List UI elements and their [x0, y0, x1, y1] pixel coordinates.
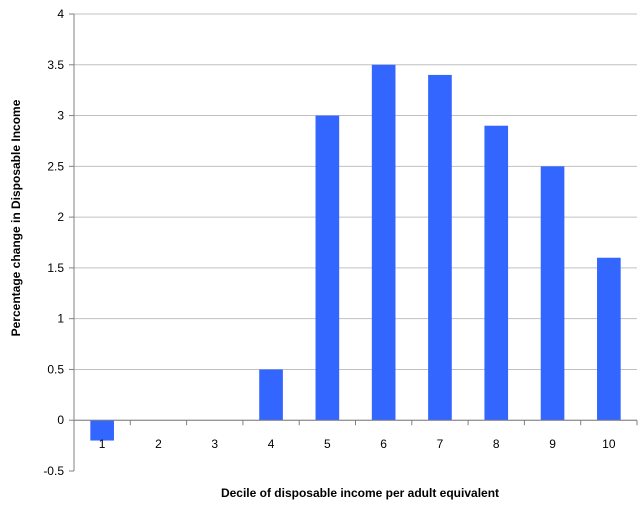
- bar-decile-1: [90, 420, 114, 441]
- bar-decile-8: [484, 125, 509, 421]
- y-tick-label: 4: [57, 7, 64, 21]
- x-tick-label: 10: [602, 437, 616, 451]
- y-tick-label: 2: [57, 210, 64, 224]
- y-tick-label: 3.5: [47, 58, 64, 72]
- bar-decile-4: [259, 369, 283, 421]
- x-tick-label: 8: [493, 437, 500, 451]
- y-tick-label: 2.5: [47, 159, 64, 173]
- y-tick-label: 0: [57, 413, 64, 427]
- y-tick-label: -0.5: [43, 464, 64, 478]
- x-tick-label: 7: [437, 437, 444, 451]
- x-tick-label: 2: [155, 437, 162, 451]
- bar-decile-6: [371, 64, 396, 421]
- x-tick-label: 6: [380, 437, 387, 451]
- tick-labels: -0.5 0 0.5 1 1.5 2 2.5 3 3.5 4 1 2 3 4 5 6 7 8 9 10: [43, 7, 616, 478]
- x-axis-title: Decile of disposable income per adult eq…: [221, 486, 499, 500]
- axes: [69, 13, 638, 472]
- bar-decile-9: [540, 166, 565, 421]
- bars: [90, 64, 621, 441]
- y-tick-label: 3: [57, 109, 64, 123]
- bar-decile-10: [597, 257, 621, 421]
- y-tick-label: 1: [57, 312, 64, 326]
- x-tick-label: 4: [268, 437, 275, 451]
- x-tick-label: 9: [549, 437, 556, 451]
- bar-decile-7: [428, 74, 452, 421]
- y-axis-title: Percentage change in Disposable Income: [9, 99, 23, 336]
- x-tick-label: 1: [99, 437, 106, 451]
- y-tick-label: 1.5: [47, 261, 64, 275]
- gridlines: [74, 13, 637, 421]
- x-tick-label: 3: [211, 437, 218, 451]
- y-tick-label: 0.5: [47, 362, 64, 376]
- x-tick-label: 5: [324, 437, 331, 451]
- bar-decile-5: [315, 115, 340, 421]
